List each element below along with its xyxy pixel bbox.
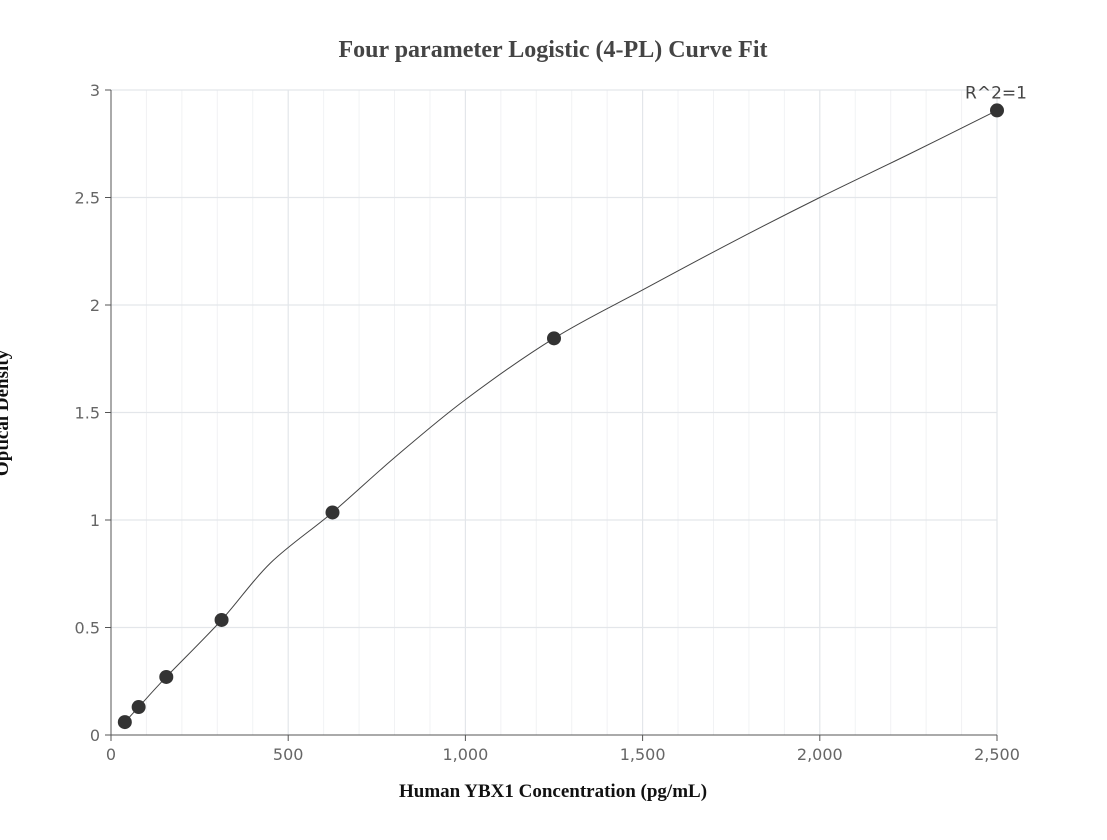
data-point [325, 505, 340, 520]
y-tick-label: 0 [90, 726, 100, 745]
y-tick-label: 0.5 [75, 619, 100, 638]
y-tick-label: 3 [90, 81, 100, 100]
y-axis-title: Optical Density [0, 349, 13, 476]
data-point [990, 103, 1004, 118]
r-squared-annotation: R^2=1 [965, 83, 1027, 103]
axes [105, 89, 998, 741]
data-point [547, 331, 561, 346]
x-axis-title: Human YBX1 Concentration (pg/mL) [399, 781, 707, 802]
chart-title: Four parameter Logistic (4-PL) Curve Fit [338, 37, 767, 63]
x-tick-label: 0 [106, 745, 116, 764]
y-tick-label: 2.5 [75, 189, 100, 208]
data-points [117, 103, 1004, 730]
x-tick-label: 2,500 [974, 745, 1020, 764]
y-tick-label: 1 [90, 511, 100, 530]
data-point [131, 700, 146, 715]
data-point [117, 715, 132, 730]
data-point [159, 669, 174, 684]
annotation-layer: R^2=1 [965, 83, 1027, 103]
grid [111, 89, 998, 735]
x-tick-label: 2,000 [797, 745, 843, 764]
x-tick-label: 1,000 [442, 745, 488, 764]
tick-labels: 0 500 1,000 1,500 2,000 2,500 0 0.5 1 1.5 2 2.5 3 [75, 81, 1020, 764]
x-tick-label: 500 [273, 745, 304, 764]
fit-curve-layer [124, 109, 998, 723]
x-tick-label: 1,500 [620, 745, 666, 764]
y-tick-label: 1.5 [75, 404, 100, 423]
y-tick-label: 2 [90, 296, 100, 315]
data-point [214, 612, 229, 627]
fit-curve [124, 109, 998, 723]
